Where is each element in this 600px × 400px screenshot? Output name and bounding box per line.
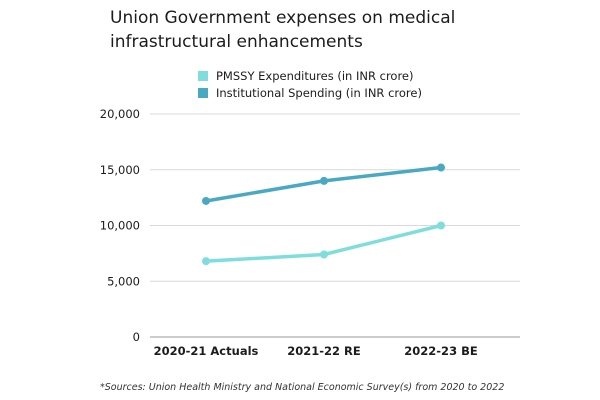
legend-swatch-institutional bbox=[198, 88, 208, 98]
x-tick-label: 2022-23 BE bbox=[404, 344, 478, 358]
legend-item-institutional: Institutional Spending (in INR crore) bbox=[198, 85, 422, 101]
data-point-institutional bbox=[202, 196, 210, 205]
x-tick-label: 2020-21 Actuals bbox=[154, 344, 259, 358]
chart-title: Union Government expenses on medical inf… bbox=[110, 6, 510, 54]
legend-item-pmssy: PMSSY Expenditures (in INR crore) bbox=[198, 68, 422, 84]
legend-label-institutional: Institutional Spending (in INR crore) bbox=[216, 86, 422, 100]
x-axis-tick-labels: 2020-21 Actuals 2021-22 RE 2022-23 BE bbox=[154, 344, 478, 358]
data-point-institutional bbox=[320, 176, 328, 185]
gridlines bbox=[150, 113, 520, 338]
series-lines bbox=[202, 163, 445, 266]
data-point-pmssy bbox=[437, 221, 445, 230]
legend-swatch-pmssy bbox=[198, 71, 208, 81]
y-tick-label: 15,000 bbox=[100, 163, 140, 177]
chart-title-line-2: infrastructural enhancements bbox=[110, 32, 363, 52]
y-tick-label: 5,000 bbox=[107, 274, 140, 288]
data-point-pmssy bbox=[320, 250, 328, 259]
legend-label-pmssy: PMSSY Expenditures (in INR crore) bbox=[216, 69, 414, 83]
y-tick-label: 10,000 bbox=[100, 219, 140, 233]
chart-title-line-1: Union Government expenses on medical bbox=[110, 8, 456, 28]
legend: PMSSY Expenditures (in INR crore) Instit… bbox=[198, 68, 422, 102]
data-point-pmssy bbox=[202, 257, 210, 266]
x-tick-label: 2021-22 RE bbox=[287, 344, 361, 358]
data-point-institutional bbox=[437, 163, 445, 172]
y-tick-label: 0 bbox=[133, 330, 140, 344]
y-axis-tick-labels: 0 5,000 10,000 15,000 20,000 bbox=[100, 107, 140, 344]
y-tick-label: 20,000 bbox=[100, 107, 140, 121]
source-footnote: *Sources: Union Health Ministry and Nati… bbox=[100, 382, 505, 393]
